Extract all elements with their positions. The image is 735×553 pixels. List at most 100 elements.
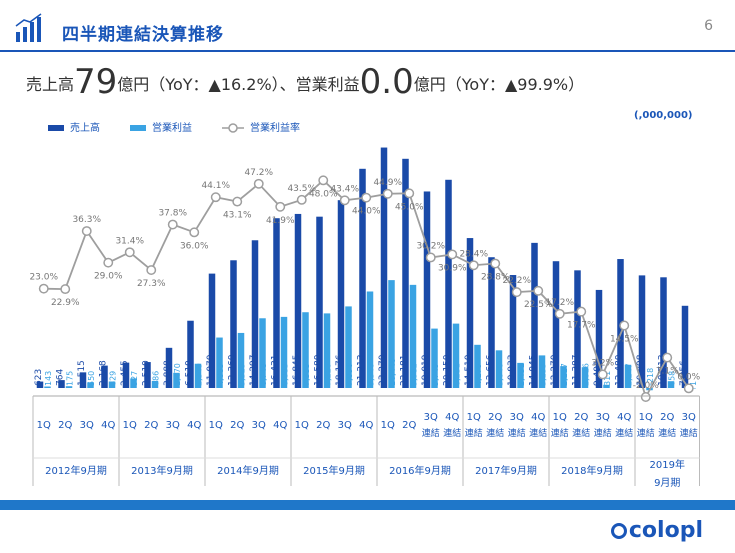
margin-point xyxy=(275,201,286,212)
op-income-bar xyxy=(517,362,524,388)
op-income-value-label: 7,333 xyxy=(302,363,311,386)
sales-value-label: 10,933 xyxy=(507,355,517,387)
op-income-value-label: 1 xyxy=(689,381,698,386)
margin-point xyxy=(576,306,587,317)
consolidated-label: 連結 xyxy=(572,427,590,439)
op-income-bar xyxy=(495,350,503,388)
summary-op-label: 営業利益 xyxy=(295,75,360,94)
margin-value-label: 23.0% xyxy=(29,273,58,283)
quarter-label: 2Q xyxy=(574,412,588,423)
sales-value-label: 10,898 xyxy=(636,354,646,386)
sales-bar xyxy=(595,289,603,388)
op-income-value-label: 9,340 xyxy=(366,363,375,386)
op-income-bar xyxy=(538,355,546,388)
sales-bar xyxy=(251,240,259,388)
op-income-value-label: 2,117 xyxy=(560,363,569,386)
x-axis-table: 1Q 2Q 3Q 4Q 1Q 2Q 3Q 4Q 1Q 2Q 3Q 4Q 1Q 2Q 3Q 4Q 1Q 2Q 3Q 連結… xyxy=(32,395,700,489)
sales-value-label: 12,270 xyxy=(550,354,560,386)
sales-value-label: 6,510 xyxy=(184,360,194,386)
sales-bar xyxy=(509,275,517,388)
margin-point xyxy=(167,219,178,230)
margin-point xyxy=(468,260,479,271)
margin-value-label: 43.4% xyxy=(330,184,359,194)
op-income-bar xyxy=(173,372,180,388)
quarter-label: 2Q xyxy=(660,412,674,423)
quarter-label: 1Q xyxy=(209,420,223,431)
summary-sales-yoy: （YoY：▲16.2%）、 xyxy=(149,75,296,94)
sales-value-label: 12,480 xyxy=(614,354,624,386)
quarter-label: 4Q xyxy=(187,420,201,431)
brand-name: colopl xyxy=(628,518,703,543)
quarter-label: 2Q xyxy=(488,412,502,423)
sales-bar xyxy=(466,238,474,388)
quarter-label: 3Q xyxy=(338,420,352,431)
quarterly-results-chart: 売上高 営業利益 営業利益率 623 143 764 175 1,515 550 2,168 629… xyxy=(29,121,700,489)
page-title: 四半期連結決算推移 xyxy=(62,25,224,45)
sales-value-label: 16,845 xyxy=(292,355,302,387)
summary-sales-unit: 億円 xyxy=(117,75,150,94)
sales-value-label: 20,150 xyxy=(442,354,452,386)
summary-op-yoy: （YoY：▲99.9%） xyxy=(445,75,585,94)
op-income-value-label: 4,179 xyxy=(474,363,483,386)
legend-label-sales: 売上高 xyxy=(70,121,100,134)
margin-value-label: 43.1% xyxy=(223,211,252,221)
footer-bar xyxy=(0,500,735,510)
consolidated-label: 連結 xyxy=(486,427,504,439)
sales-bar xyxy=(638,275,646,388)
op-income-value-label: 10,440 xyxy=(388,358,397,386)
year-label: 2013年9月期 xyxy=(131,464,193,477)
sales-value-label: 9,491 xyxy=(593,360,603,386)
margin-value-label: 37.8% xyxy=(158,209,187,219)
margin-point xyxy=(490,258,501,269)
margin-point xyxy=(103,257,114,268)
header-divider xyxy=(0,50,735,52)
sales-bar xyxy=(122,362,130,388)
sales-value-label: 23,270 xyxy=(378,354,388,386)
op-income-bar xyxy=(667,381,675,388)
margin-value-label: 44.1% xyxy=(201,181,230,191)
op-income-value-label: 2,349 xyxy=(194,363,203,386)
margin-value-label: 36.3% xyxy=(72,215,101,225)
op-income-bar xyxy=(108,381,116,388)
op-income-value-label: 2,247 xyxy=(624,363,633,386)
margin-point xyxy=(662,352,673,363)
margin-value-label: 36.0% xyxy=(180,241,209,251)
page-number: 6 xyxy=(704,18,713,34)
sales-bar xyxy=(681,305,689,388)
margin-point xyxy=(683,383,694,394)
sales-value-label: 14,297 xyxy=(249,355,259,387)
quarter-label: 2Q xyxy=(316,420,330,431)
sales-bar xyxy=(380,147,388,388)
op-income-value-label: 2,431 xyxy=(517,363,526,386)
margin-value-label: 29.0% xyxy=(94,272,123,282)
margin-point xyxy=(554,308,565,319)
op-income-bar xyxy=(474,344,481,388)
op-income-bar xyxy=(237,332,245,388)
sales-bar xyxy=(337,200,345,388)
op-income-bar xyxy=(624,364,632,388)
consolidated-label: 連結 xyxy=(594,427,612,439)
quarter-label: 1Q xyxy=(295,420,309,431)
margin-point xyxy=(296,194,307,205)
summary-line: 売上高79億円（YoY：▲16.2%）、営業利益0.0億円（YoY：▲99.9%… xyxy=(26,62,584,102)
margin-value-label: 22.2% xyxy=(502,276,531,286)
quarter-label: 1Q xyxy=(467,412,481,423)
margin-point xyxy=(404,188,415,199)
sales-bar xyxy=(36,381,44,388)
op-income-value-label: 927 xyxy=(130,371,139,386)
op-income-bar xyxy=(581,367,589,388)
op-income-value-label: 175 xyxy=(65,371,74,386)
op-income-value-label: 311 xyxy=(603,371,612,386)
quarter-label: 1Q xyxy=(37,420,51,431)
quarter-label: 4Q xyxy=(101,420,115,431)
margin-value-label: 41.9% xyxy=(266,216,295,226)
op-income-value-label: 6,883 xyxy=(280,363,289,386)
margin-point xyxy=(619,320,630,331)
op-income-value-label: 658 xyxy=(667,371,676,386)
op-income-value-label: 2,016 xyxy=(581,363,590,386)
sales-value-label: 10,713 xyxy=(657,355,667,387)
sales-bar xyxy=(574,270,581,388)
margin-value-label: -2.0% xyxy=(633,381,660,391)
margin-point xyxy=(339,195,350,206)
margin-point xyxy=(597,369,608,380)
